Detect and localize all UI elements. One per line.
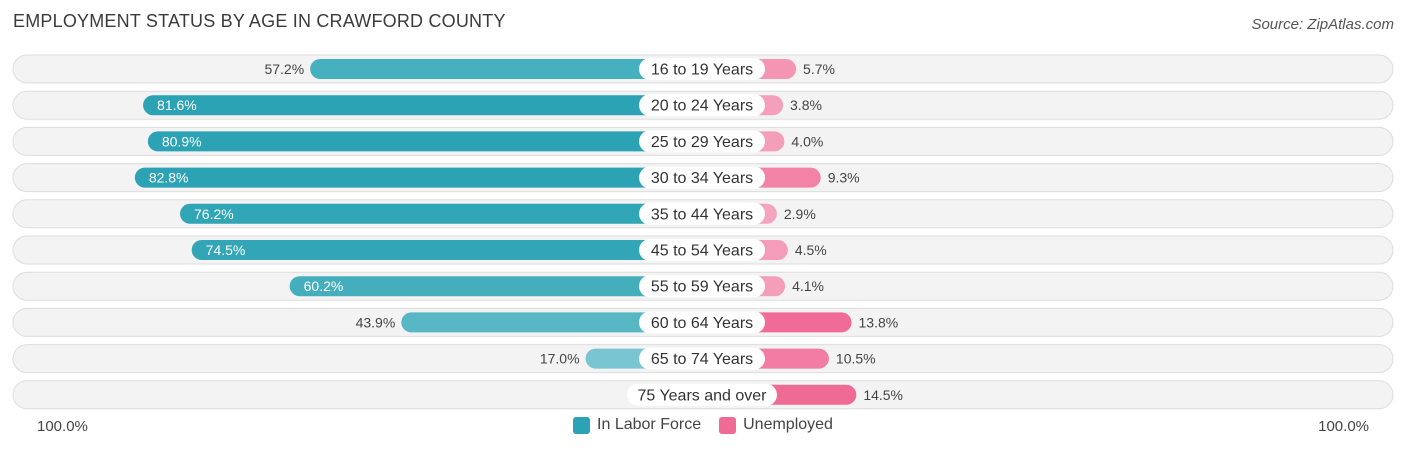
value-label-labor-force: 43.9% xyxy=(356,314,396,330)
legend-item-labor-force[interactable]: In Labor Force xyxy=(573,416,701,434)
category-pill xyxy=(639,275,765,298)
value-label-unemployed: 4.5% xyxy=(795,242,827,258)
category-label: 75 Years and over xyxy=(638,387,768,404)
legend-label-unemployed: Unemployed xyxy=(743,416,833,433)
bar-labor-force xyxy=(191,240,703,260)
category-pill xyxy=(639,58,765,80)
axis-left-label: 100.0% xyxy=(37,418,88,435)
legend-swatch-labor-force xyxy=(573,416,591,434)
category-pill xyxy=(639,130,765,153)
value-label-unemployed: 3.8% xyxy=(790,97,822,113)
value-label-unemployed: 5.7% xyxy=(803,61,835,77)
value-label-labor-force: 82.8% xyxy=(149,170,189,186)
axis-right-label: 100.0% xyxy=(1318,418,1369,435)
bar-labor-force xyxy=(289,276,702,297)
value-label-labor-force: 74.5% xyxy=(206,242,246,258)
category-pill xyxy=(639,166,765,189)
value-label-labor-force: 17.0% xyxy=(540,351,580,367)
legend-label-labor-force: In Labor Force xyxy=(597,416,702,433)
bar-labor-force xyxy=(180,203,702,224)
category-label: 65 to 74 Years xyxy=(651,351,753,368)
legend-item-unemployed[interactable]: Unemployed xyxy=(719,416,833,434)
value-label-labor-force: 76.2% xyxy=(194,206,234,222)
bar-labor-force xyxy=(310,59,702,79)
category-label: 60 to 64 Years xyxy=(651,315,753,332)
bar-labor-force xyxy=(143,95,703,116)
category-label: 30 to 34 Years xyxy=(651,170,753,187)
chart-title: EMPLOYMENT STATUS BY AGE IN CRAWFORD COU… xyxy=(13,11,506,31)
legend-swatch-unemployed xyxy=(719,416,737,434)
value-label-unemployed: 9.3% xyxy=(828,170,860,186)
value-label-unemployed: 4.1% xyxy=(792,278,824,294)
value-label-labor-force: 60.2% xyxy=(304,278,344,294)
source-label: Source: ZipAtlas.com xyxy=(1251,16,1394,33)
category-pill xyxy=(627,383,777,406)
value-label-unemployed: 2.9% xyxy=(784,206,816,222)
category-label: 20 to 24 Years xyxy=(651,98,753,115)
value-label-labor-force: 57.2% xyxy=(264,61,304,77)
category-pill xyxy=(639,94,765,117)
value-label-labor-force: 81.6% xyxy=(157,97,197,113)
category-pill xyxy=(639,239,765,261)
category-pill xyxy=(639,347,765,370)
category-label: 35 to 44 Years xyxy=(651,206,753,223)
value-label-labor-force: 80.9% xyxy=(162,133,202,149)
category-label: 16 to 19 Years xyxy=(651,62,753,79)
value-label-unemployed: 4.0% xyxy=(791,133,823,149)
value-label-unemployed: 14.5% xyxy=(863,387,903,403)
bar-labor-force xyxy=(401,312,702,333)
value-label-unemployed: 10.5% xyxy=(836,351,876,367)
category-pill xyxy=(639,202,765,225)
bar-labor-force xyxy=(134,167,702,188)
category-label: 45 to 54 Years xyxy=(651,243,753,260)
value-label-unemployed: 13.8% xyxy=(859,314,899,330)
category-label: 25 to 29 Years xyxy=(651,134,753,151)
legend: In Labor Force Unemployed xyxy=(0,416,1406,434)
bar-labor-force xyxy=(147,131,702,152)
category-pill xyxy=(639,311,765,334)
category-label: 55 to 59 Years xyxy=(651,279,753,296)
